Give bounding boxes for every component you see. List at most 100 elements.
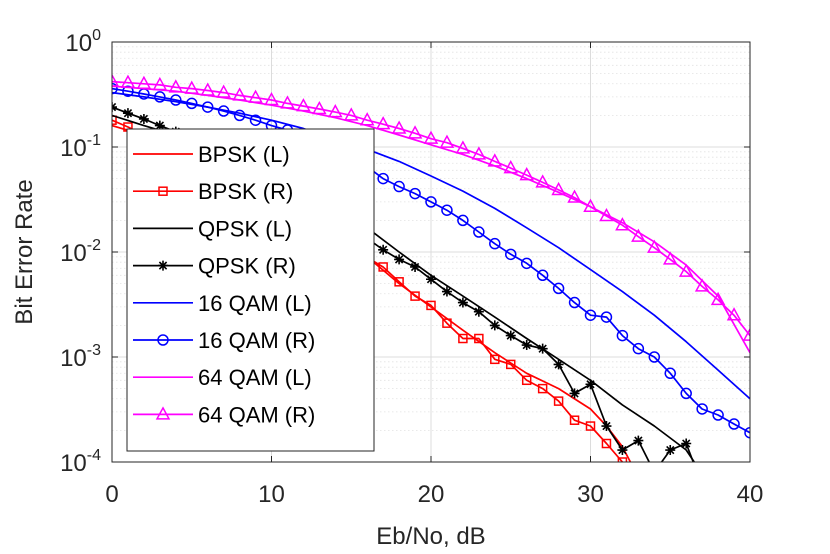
data-point	[616, 329, 629, 342]
data-point	[744, 426, 750, 439]
data-point	[601, 421, 612, 432]
data-point	[536, 269, 549, 282]
data-point	[120, 74, 136, 88]
data-point	[680, 387, 692, 400]
data-point	[569, 388, 580, 399]
legend-item: 64 QAM (L)	[133, 365, 312, 390]
data-point	[441, 204, 453, 216]
legend-label: 16 QAM (R)	[198, 328, 315, 353]
data-point	[726, 307, 742, 321]
data-point	[426, 274, 436, 285]
data-point	[394, 277, 404, 287]
data-point	[280, 95, 295, 109]
data-point	[631, 228, 646, 242]
data-point	[694, 278, 710, 292]
data-point	[393, 180, 405, 193]
data-point	[553, 396, 564, 406]
data-point	[122, 108, 133, 119]
data-point	[585, 421, 596, 431]
x-tick-label: 0	[105, 481, 118, 508]
data-point	[489, 237, 501, 250]
data-point	[170, 94, 182, 106]
data-point	[473, 226, 485, 238]
data-point	[154, 91, 166, 103]
data-point	[233, 109, 246, 122]
data-point	[585, 379, 596, 390]
legend-marker	[158, 186, 168, 196]
data-point	[136, 75, 152, 90]
x-tick-label: 10	[258, 481, 285, 508]
data-point	[112, 73, 120, 87]
data-point	[410, 261, 421, 272]
legend-item: QPSK (L)	[133, 216, 292, 241]
y-tick-label: 100	[65, 27, 101, 57]
data-point	[710, 291, 726, 306]
data-point	[296, 98, 311, 112]
data-point	[503, 160, 519, 174]
data-point	[112, 115, 117, 125]
x-tick-labels: 0 10 20 30 40	[105, 481, 763, 508]
data-point	[184, 80, 200, 94]
legend-label: 16 QAM (L)	[198, 291, 312, 316]
data-point	[742, 327, 750, 341]
y-tick-label: 10-2	[60, 237, 101, 267]
data-point	[569, 415, 580, 425]
data-point	[391, 120, 407, 134]
x-tick-label: 40	[737, 481, 764, 508]
legend-marker	[158, 260, 168, 271]
data-point	[154, 120, 165, 131]
data-point	[551, 181, 566, 196]
data-point	[617, 457, 628, 462]
data-point	[521, 375, 532, 386]
data-point	[600, 311, 613, 323]
data-point	[328, 104, 343, 118]
data-point	[473, 306, 484, 317]
legend: BPSK (L) BPSK (R) QPSK (L) QPSK (R) 16 QAM (…	[126, 128, 375, 452]
data-point	[537, 343, 548, 354]
data-point	[409, 187, 421, 200]
data-point	[394, 254, 405, 265]
legend-label: BPSK (L)	[198, 142, 290, 167]
legend-label: QPSK (R)	[198, 254, 296, 279]
y-tick-label: 10-3	[60, 342, 101, 372]
data-point	[455, 140, 471, 154]
data-point	[583, 198, 598, 212]
data-point	[410, 291, 420, 301]
legend-item: 16 QAM (L)	[133, 291, 312, 316]
data-point	[112, 82, 118, 95]
data-point	[216, 84, 231, 98]
data-point	[521, 340, 532, 351]
legend-marker	[155, 406, 171, 420]
data-point	[458, 333, 468, 344]
legend-label: 64 QAM (L)	[198, 365, 312, 390]
data-point	[359, 112, 375, 126]
data-point	[617, 445, 628, 456]
data-point	[264, 91, 279, 106]
legend-item: BPSK (R)	[133, 179, 293, 204]
legend-item: BPSK (L)	[133, 142, 290, 167]
data-point	[122, 85, 134, 97]
data-point	[312, 100, 327, 115]
data-point	[520, 257, 533, 270]
ticks	[111, 41, 751, 463]
data-point	[712, 409, 724, 421]
data-point	[232, 87, 247, 101]
legend-marker	[157, 334, 169, 346]
data-point	[633, 435, 644, 446]
data-point	[632, 342, 645, 355]
data-point	[506, 359, 516, 370]
data-point	[474, 333, 484, 344]
legend-item: 16 QAM (R)	[133, 328, 315, 353]
data-point	[457, 214, 469, 227]
y-tick-labels: 100 10-1 10-2 10-3 10-4	[60, 27, 101, 477]
data-point	[678, 263, 694, 277]
data-point	[505, 330, 516, 341]
data-point	[665, 445, 676, 456]
data-point	[425, 196, 437, 208]
data-point	[200, 82, 215, 96]
data-point	[664, 367, 676, 380]
data-point	[728, 418, 740, 430]
series-7	[112, 73, 750, 341]
data-point	[186, 97, 198, 110]
data-point	[168, 79, 184, 93]
